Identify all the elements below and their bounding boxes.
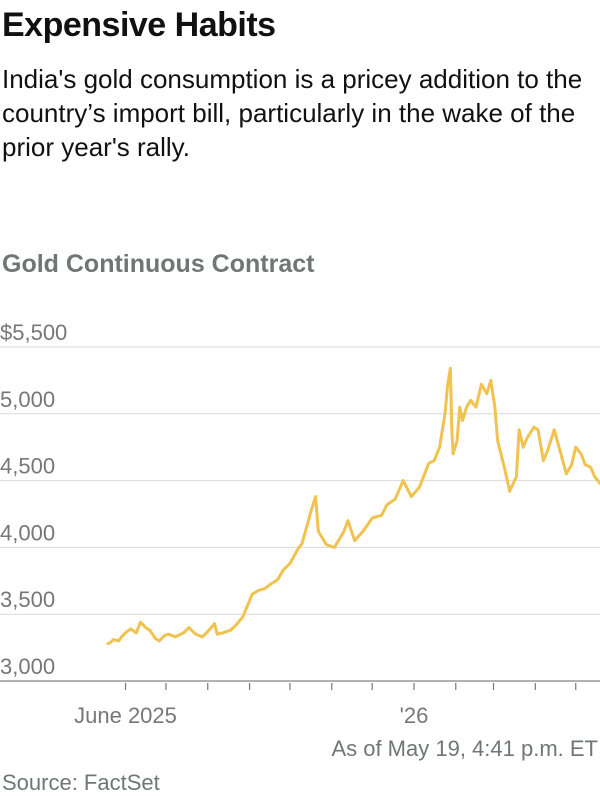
x-axis-ticks: June 2025 '26 bbox=[74, 683, 577, 728]
line-chart: $5,500 5,000 4,500 4,000 3,500 3,000 June 202… bbox=[0, 320, 600, 728]
x-tick-label: '26 bbox=[400, 703, 429, 728]
timestamp-note: As of May 19, 4:41 p.m. ET bbox=[331, 736, 598, 761]
y-tick-label: 5,000 bbox=[0, 387, 55, 412]
source-note: Source: FactSet bbox=[2, 770, 160, 795]
y-tick-label: 4,500 bbox=[0, 454, 55, 479]
chart-name: Gold Continuous Contract bbox=[2, 250, 315, 278]
y-axis-ticks: $5,500 5,000 4,500 4,000 3,500 3,000 bbox=[0, 320, 67, 679]
chart-title-heading: Expensive Habits bbox=[2, 6, 276, 44]
gold-price-line bbox=[106, 366, 600, 646]
series-layer bbox=[106, 366, 600, 646]
x-tick-label: June 2025 bbox=[74, 703, 177, 728]
y-tick-label: 3,500 bbox=[0, 587, 55, 612]
y-tick-label: 3,000 bbox=[0, 654, 55, 679]
gridlines bbox=[0, 346, 600, 682]
y-tick-label: $5,500 bbox=[0, 320, 67, 345]
y-tick-label: 4,000 bbox=[0, 520, 55, 545]
chart-subtitle: India's gold consumption is a pricey add… bbox=[2, 64, 583, 162]
